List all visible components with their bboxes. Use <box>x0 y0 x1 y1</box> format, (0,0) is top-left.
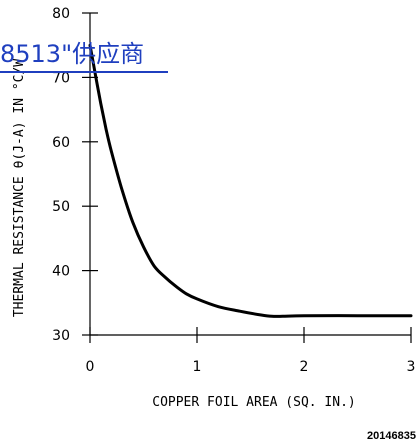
axes <box>89 13 411 336</box>
x-tick-labels: 0 1 2 3 <box>86 359 416 375</box>
y-tick-labels: 30 40 50 60 70 80 <box>52 6 70 344</box>
figure-id: 20146835 <box>367 430 416 442</box>
y-tick-label: 40 <box>52 264 70 280</box>
watermark: 8513"供应商 <box>0 40 168 73</box>
x-axis-label: COPPER FOIL AREA (SQ. IN.) <box>152 395 356 410</box>
x-tick-label: 0 <box>86 359 95 375</box>
x-tick-label: 2 <box>300 359 309 375</box>
y-tick-label: 50 <box>52 199 70 215</box>
x-tick-label: 1 <box>193 359 202 375</box>
series-group <box>88 43 413 318</box>
tick-marks <box>82 12 412 343</box>
y-tick-label: 60 <box>52 135 70 151</box>
y-tick-label: 80 <box>52 6 70 22</box>
y-tick-label: 30 <box>52 328 70 344</box>
watermark-text: 8513"供应商 <box>0 40 144 68</box>
y-axis-label: THERMAL RESISTANCE θ(J-A) IN °C/W <box>12 59 27 317</box>
x-tick-label: 3 <box>407 359 416 375</box>
y-tick-label: 70 <box>52 70 70 86</box>
series-line <box>88 43 413 318</box>
